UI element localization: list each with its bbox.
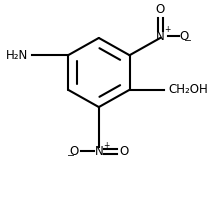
Text: N: N [94,145,103,158]
Text: CH₂OH: CH₂OH [168,83,208,96]
Text: H₂N: H₂N [6,49,28,62]
Text: −: − [67,150,75,160]
Text: +: + [103,141,109,150]
Text: O: O [180,30,189,43]
Text: O: O [69,145,79,158]
Text: +: + [164,25,171,34]
Text: O: O [119,145,128,158]
Text: N: N [156,30,165,43]
Text: −: − [184,35,192,44]
Text: O: O [156,3,165,16]
